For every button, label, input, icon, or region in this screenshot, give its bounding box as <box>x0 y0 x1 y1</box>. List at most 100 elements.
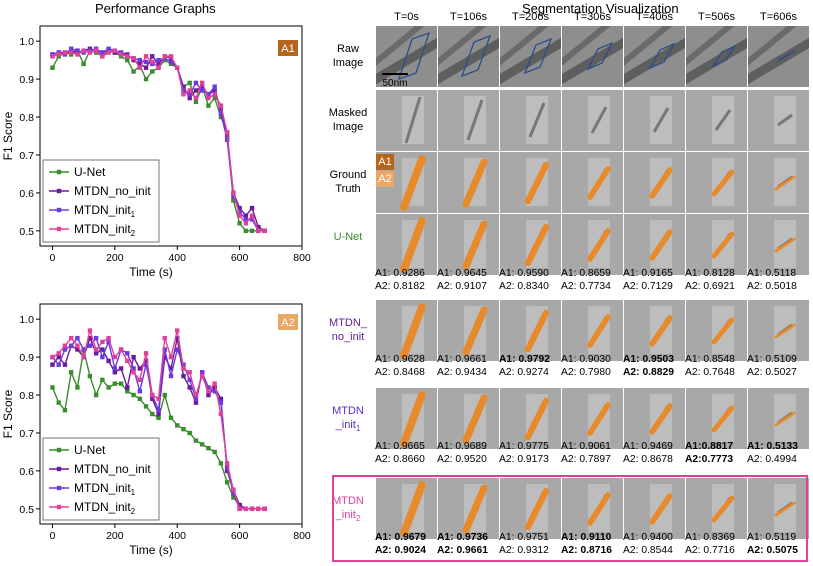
score-a2: A2:0.7773 <box>685 454 734 465</box>
image-cell <box>624 478 685 539</box>
data-point-init1 <box>218 111 224 116</box>
data-point-unet <box>50 65 55 70</box>
image-cell <box>438 214 499 275</box>
data-point-unet <box>231 198 236 203</box>
data-point-init2 <box>131 370 136 375</box>
image-cell <box>438 152 499 213</box>
score-a1: A1: 0.9628 <box>375 354 425 365</box>
image-cell <box>686 26 747 87</box>
score-block: A1: 0.5109 A2: 0.5027 <box>747 353 810 379</box>
score-a2: A2: 0.9107 <box>437 281 487 292</box>
x-tick-label: 800 <box>293 252 311 264</box>
data-point-init1 <box>156 408 161 413</box>
data-point-init2 <box>218 411 224 417</box>
data-point-unet <box>150 69 155 74</box>
data-point-no_init <box>206 392 211 398</box>
cell-graphic <box>526 96 548 144</box>
segmentation-mask <box>649 493 673 525</box>
cell-graphic <box>774 220 796 268</box>
cell-graphic <box>649 306 673 354</box>
score-a1: A1:0.8817 <box>685 441 734 452</box>
image-cell <box>624 214 685 275</box>
data-point-init2 <box>87 50 93 55</box>
plot-frame <box>39 25 303 247</box>
segmentation-mask <box>711 495 735 523</box>
score-a1: A1: 0.5133 <box>747 441 798 452</box>
data-point-no_init <box>243 213 249 218</box>
data-point-init2 <box>143 351 149 356</box>
score-a2: A2: 0.9312 <box>499 545 549 556</box>
data-point-no_init <box>143 358 149 364</box>
score-block: A1: 0.9661 A2: 0.9434 <box>437 353 500 379</box>
data-point-init2 <box>100 54 105 59</box>
score-block: A1: 0.5133 A2: 0.4994 <box>747 440 810 466</box>
score-a2: A2: 0.8544 <box>623 545 673 556</box>
segmentation-mask <box>649 403 673 435</box>
nanotube-streak <box>500 37 561 85</box>
data-point-init2 <box>193 392 199 398</box>
image-cell <box>748 26 809 87</box>
data-point-init1 <box>75 335 80 341</box>
cell-graphic <box>524 158 550 206</box>
cell-graphic <box>438 26 499 85</box>
data-point-unet <box>93 392 99 398</box>
segmentation-mask <box>649 315 673 347</box>
data-point-unet <box>168 415 174 420</box>
data-point-init2 <box>193 95 199 101</box>
data-point-no_init <box>150 54 155 59</box>
data-point-init1 <box>162 347 167 352</box>
data-point-unet <box>212 95 217 101</box>
data-point-init2 <box>100 339 105 345</box>
x-tick-label: 600 <box>231 530 249 542</box>
data-point-no_init <box>50 362 55 367</box>
image-cell <box>438 300 499 361</box>
data-point-unet <box>137 396 143 402</box>
data-point-init2 <box>187 370 192 375</box>
score-a2: A2: 0.9661 <box>437 545 488 556</box>
nanotube-streak <box>376 26 425 66</box>
legend-marker <box>56 504 62 510</box>
row-label: Masked Image <box>328 107 368 133</box>
roi-box <box>397 31 431 81</box>
roi-box <box>648 42 676 70</box>
data-point-init2 <box>162 335 167 341</box>
image-cell <box>562 214 623 275</box>
data-point-init2 <box>156 396 161 402</box>
image-cell <box>686 388 747 449</box>
data-point-init1 <box>168 373 174 379</box>
dark-streak <box>466 99 484 141</box>
data-point-init2 <box>199 373 205 379</box>
segmentation-grid: T=0s T=106s T=206s T=306s T=406s T=506s T=606s… <box>320 0 813 566</box>
score-block: A1: 0.9792 A2: 0.9274 <box>499 353 562 379</box>
x-tick-label: 0 <box>50 530 56 542</box>
data-point-init1 <box>62 347 68 352</box>
data-point-unet <box>162 392 167 398</box>
y-tick-label: 0.5 <box>19 226 34 238</box>
x-tick-label: 0 <box>50 252 56 264</box>
cell-graphic <box>587 394 611 442</box>
segmentation-mask <box>587 228 611 262</box>
data-point-init1 <box>93 335 99 341</box>
image-cell <box>376 26 437 87</box>
data-point-init1 <box>106 339 111 345</box>
data-point-unet <box>206 103 211 108</box>
data-point-unet <box>50 385 55 390</box>
data-point-init2 <box>50 54 55 59</box>
x-tick-label: 200 <box>106 252 124 264</box>
data-point-no_init <box>118 366 124 371</box>
score-a2: A2: 0.7129 <box>623 281 673 292</box>
data-point-init2 <box>156 65 161 70</box>
nanotube-streak <box>748 26 797 66</box>
x-axis-label: Time (s) <box>129 265 173 279</box>
image-cell <box>624 300 685 361</box>
data-point-init2 <box>262 506 267 512</box>
segmentation-mask <box>711 169 735 197</box>
cell-graphic <box>711 220 735 268</box>
score-block: A1: 0.9286 A2: 0.8182 <box>375 267 438 293</box>
cell-graphic <box>649 220 673 268</box>
time-label: T=606s <box>760 11 797 23</box>
image-cell <box>686 300 747 361</box>
cell-graphic <box>774 96 796 144</box>
segmentation-mask <box>524 397 550 441</box>
segmentation-mask <box>400 481 426 537</box>
